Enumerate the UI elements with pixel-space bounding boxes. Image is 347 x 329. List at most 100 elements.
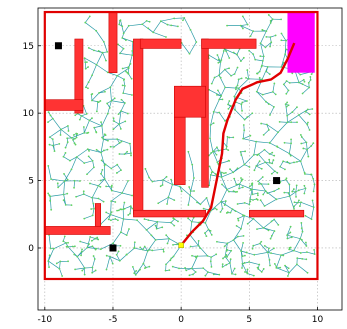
tree-edge bbox=[98, 178, 105, 187]
tree-node bbox=[242, 137, 245, 140]
tree-node bbox=[93, 126, 96, 129]
tree-edge bbox=[200, 197, 207, 205]
tree-node bbox=[246, 268, 249, 271]
tree-node bbox=[268, 141, 271, 144]
tree-node bbox=[73, 253, 76, 256]
tree-node bbox=[273, 105, 275, 108]
tree-node bbox=[64, 146, 67, 149]
tree-node bbox=[131, 50, 134, 52]
tree-node bbox=[66, 141, 69, 143]
tree-node bbox=[208, 165, 211, 168]
tree-node bbox=[269, 45, 271, 48]
tree-node bbox=[74, 114, 77, 117]
tree-node bbox=[273, 218, 276, 221]
tree-node bbox=[245, 251, 248, 254]
tree-edge bbox=[213, 99, 220, 112]
tree-node bbox=[263, 148, 266, 151]
tree-edge bbox=[312, 178, 315, 185]
tree-node bbox=[248, 166, 251, 168]
tree-node bbox=[131, 94, 133, 96]
tree-edge bbox=[202, 267, 209, 273]
tree-node bbox=[288, 195, 291, 198]
tree-node bbox=[162, 250, 165, 253]
tree-edge bbox=[239, 183, 253, 190]
tree-node bbox=[285, 80, 288, 82]
tree-node bbox=[223, 204, 226, 206]
tree-node bbox=[52, 144, 54, 147]
tree-node bbox=[51, 138, 54, 141]
tree-node bbox=[142, 262, 145, 265]
tree-node bbox=[301, 83, 304, 86]
tree-node bbox=[280, 18, 283, 21]
tree-node bbox=[302, 147, 305, 150]
tree-edge bbox=[117, 67, 129, 77]
tree-edge bbox=[134, 247, 148, 252]
tree-node bbox=[89, 182, 91, 185]
tree-edge bbox=[103, 41, 108, 52]
tree-node bbox=[242, 27, 244, 30]
tree-edge bbox=[190, 177, 195, 192]
tree-node bbox=[259, 42, 262, 45]
tree-node bbox=[258, 70, 261, 73]
tree-edge bbox=[240, 215, 245, 229]
tree-edge bbox=[145, 168, 150, 178]
tree-node bbox=[129, 212, 131, 215]
tree-node bbox=[291, 190, 294, 193]
tree-edge bbox=[285, 104, 288, 116]
tree-node bbox=[187, 204, 190, 206]
tree-node bbox=[145, 20, 148, 22]
tree-node bbox=[119, 52, 121, 55]
tree-edge bbox=[123, 218, 138, 221]
tree-node bbox=[306, 108, 309, 111]
tree-node bbox=[287, 104, 290, 107]
tree-node bbox=[102, 200, 105, 203]
tree-node bbox=[123, 201, 126, 204]
tree-node bbox=[300, 142, 303, 145]
tree-node bbox=[94, 237, 97, 240]
tree-edge bbox=[260, 43, 266, 48]
tree-node bbox=[255, 140, 258, 143]
tree-node bbox=[221, 98, 224, 101]
tree-node bbox=[199, 247, 202, 250]
tree-node bbox=[275, 198, 278, 201]
tree-edge bbox=[47, 165, 52, 180]
tree-node bbox=[265, 100, 267, 103]
tree-node bbox=[110, 200, 113, 202]
tree-node bbox=[55, 262, 58, 265]
tree-node bbox=[289, 154, 292, 157]
tree-node bbox=[48, 254, 51, 257]
tree-node bbox=[264, 161, 267, 164]
tree-node bbox=[168, 269, 171, 272]
tree-edge bbox=[117, 44, 124, 49]
tree-node bbox=[65, 242, 67, 244]
tree-edge bbox=[295, 185, 298, 192]
tree-node bbox=[73, 245, 76, 248]
tree-node bbox=[310, 145, 313, 147]
tree-node bbox=[127, 72, 130, 75]
tree-edge bbox=[122, 66, 129, 69]
tree-node bbox=[123, 153, 126, 156]
tree-node bbox=[118, 19, 121, 22]
tree-node bbox=[299, 134, 302, 136]
tree-node bbox=[125, 253, 128, 256]
tree-node bbox=[112, 128, 115, 131]
tree-node bbox=[182, 19, 184, 22]
tree-node bbox=[125, 234, 128, 237]
tree-node bbox=[84, 61, 87, 64]
tree-node bbox=[110, 99, 113, 102]
start-marker bbox=[178, 242, 184, 249]
tree-node bbox=[100, 124, 103, 127]
tree-edge bbox=[152, 21, 162, 33]
tree-node bbox=[235, 86, 237, 89]
tree-edge bbox=[136, 219, 147, 231]
tree-node bbox=[101, 51, 104, 54]
tree-edge bbox=[121, 180, 129, 194]
tree-node bbox=[236, 190, 239, 193]
tree-edge bbox=[101, 160, 106, 165]
tree-node bbox=[49, 247, 52, 250]
tree-node bbox=[241, 109, 243, 112]
tree-edge bbox=[209, 124, 211, 139]
tree-node bbox=[78, 118, 81, 121]
obstacle-3 bbox=[133, 38, 144, 215]
tree-node bbox=[131, 54, 134, 57]
